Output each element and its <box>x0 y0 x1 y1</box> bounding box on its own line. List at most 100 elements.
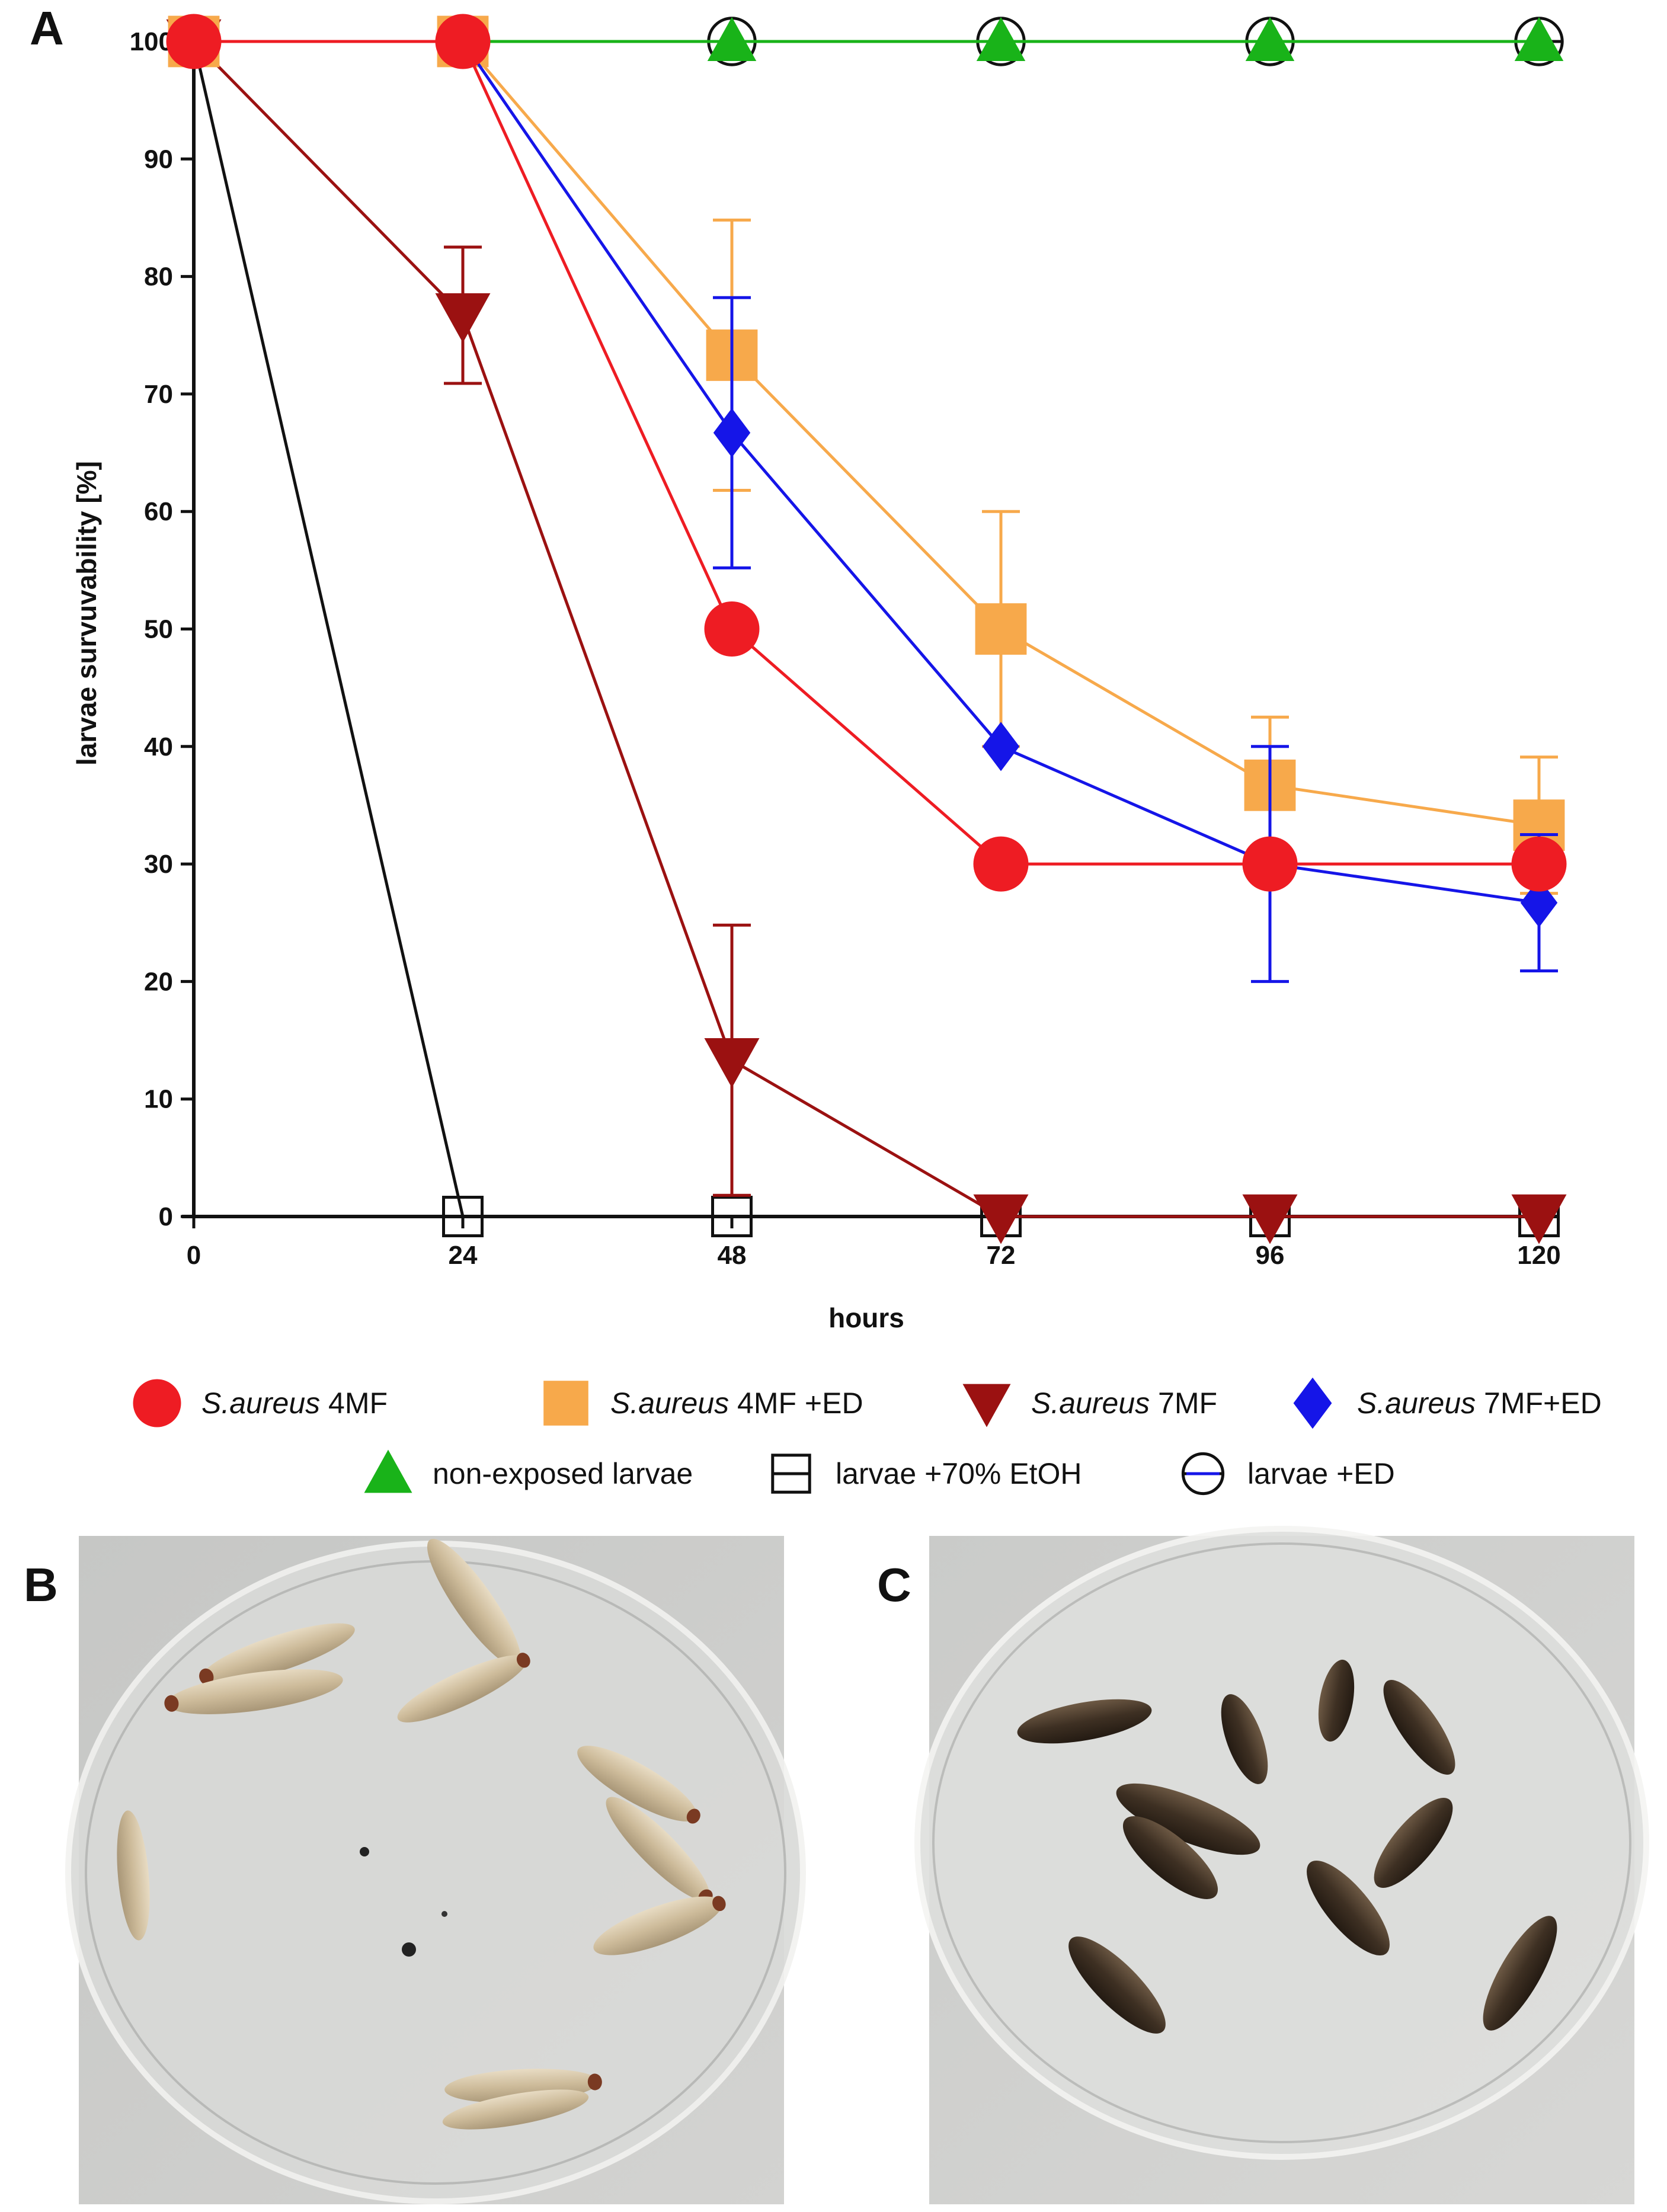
series-s-aureus-4mf-ed <box>168 15 1565 895</box>
y-tick-label: 40 <box>144 732 173 761</box>
legend-label: S.aureus 7MF+ED <box>1357 1387 1602 1420</box>
data-point <box>973 1194 1029 1244</box>
x-axis-ticks: 0 24 48 72 96 120 <box>187 1217 1561 1270</box>
data-point <box>711 1196 753 1237</box>
data-point <box>1242 1194 1298 1244</box>
legend-label: S.aureus 7MF <box>1031 1387 1217 1420</box>
legend-marker <box>771 1454 811 1494</box>
larva <box>1374 1798 1453 1888</box>
larva <box>1017 1699 1152 1744</box>
legend-label: larvae +70% EtOH <box>836 1457 1082 1490</box>
larva <box>199 1623 355 1685</box>
legend-marker <box>1293 1377 1332 1429</box>
x-tick-label: 48 <box>718 1241 747 1270</box>
y-tick-label: 60 <box>144 497 173 526</box>
legend-item: S.aureus 4MF <box>133 1379 388 1427</box>
series-s-aureus-7mf-ed <box>175 17 1558 983</box>
data-point <box>1511 836 1567 892</box>
y-tick-label: 70 <box>144 380 173 409</box>
legend-item: S.aureus 7MF+ED <box>1293 1377 1602 1429</box>
data-point <box>982 722 1020 772</box>
larva <box>397 1653 530 1723</box>
legend-marker <box>962 1384 1011 1427</box>
data-point <box>1245 17 1295 61</box>
data-point <box>973 836 1029 892</box>
data-point <box>704 1038 760 1088</box>
y-tick-label: 30 <box>144 850 173 879</box>
legend-marker <box>543 1381 588 1426</box>
data-point <box>442 1196 484 1237</box>
series-non-exposed-larvae <box>169 17 1564 61</box>
x-tick-label: 0 <box>187 1241 201 1270</box>
larva <box>1383 1680 1455 1775</box>
data-point <box>1514 17 1564 61</box>
series-line <box>192 41 1539 1218</box>
y-axis-title: larvae survuvability [%] <box>71 461 102 766</box>
series-line <box>193 40 1539 1218</box>
y-axis-ticks: 0 10 20 30 40 50 60 70 80 90 100 <box>130 27 194 1231</box>
legend-item: larvae +70% EtOH <box>771 1454 1082 1494</box>
legend-marker <box>364 1449 412 1493</box>
panel-label-a: A <box>30 2 64 55</box>
data-point <box>704 601 760 657</box>
survival-chart: 0 10 20 30 40 50 60 70 80 90 100 0 24 48 72 96 120 larv… <box>71 14 1567 1333</box>
chart-axes <box>182 36 1557 1218</box>
larva <box>1068 1936 1166 2034</box>
series-line <box>194 40 1540 827</box>
larva <box>1122 1816 1218 1899</box>
data-point <box>713 408 751 457</box>
x-tick-label: 96 <box>1256 1241 1285 1270</box>
series-s-aureus-7mf <box>166 19 1567 1244</box>
series-line <box>194 40 1539 866</box>
panel-label-b: B <box>24 1558 58 1611</box>
larva <box>1221 1694 1268 1784</box>
legend: S.aureus 4MF S.aureus 4MF +ED S.aureus 7MF… <box>133 1377 1602 1496</box>
legend-label: larvae +ED <box>1247 1457 1395 1490</box>
photo-c-dead-larvae <box>914 1526 1649 2204</box>
larva <box>577 1746 700 1824</box>
larva <box>117 1810 150 1941</box>
data-point <box>166 14 222 69</box>
series-larvae-70-etoh <box>173 21 1560 1237</box>
data-point <box>435 14 491 69</box>
data-point <box>435 293 491 343</box>
legend-label: S.aureus 4MF +ED <box>610 1387 863 1420</box>
larva <box>1318 1659 1355 1742</box>
y-tick-label: 20 <box>144 967 173 996</box>
y-tick-label: 50 <box>144 615 173 644</box>
y-tick-label: 100 <box>130 27 173 56</box>
larva <box>1116 1783 1260 1855</box>
larva <box>1483 1916 1557 2031</box>
legend-marker <box>133 1379 181 1427</box>
larva <box>164 1669 343 1714</box>
photo-b-live-larvae <box>65 1536 806 2204</box>
larva <box>442 2089 589 2130</box>
data-point <box>975 603 1027 655</box>
y-tick-label: 80 <box>144 263 173 292</box>
series-layer <box>166 14 1567 1244</box>
larva <box>1307 1860 1390 1956</box>
legend-item: S.aureus 4MF +ED <box>543 1381 863 1426</box>
larva <box>593 1896 726 1955</box>
x-axis-title: hours <box>828 1302 904 1333</box>
y-tick-label: 90 <box>144 145 173 174</box>
data-point <box>1520 878 1558 928</box>
y-tick-label: 0 <box>159 1202 173 1231</box>
series-s-aureus-4mf <box>166 14 1567 892</box>
data-point <box>1242 836 1298 892</box>
legend-label: non-exposed larvae <box>433 1457 693 1490</box>
y-tick-label: 10 <box>144 1085 173 1114</box>
data-point <box>976 17 1026 61</box>
x-tick-label: 24 <box>449 1241 478 1270</box>
data-point <box>707 17 757 61</box>
legend-item: larvae +ED <box>1181 1452 1395 1496</box>
legend-item: non-exposed larvae <box>364 1449 693 1493</box>
x-tick-label: 72 <box>987 1241 1016 1270</box>
panel-label-c: C <box>877 1558 911 1611</box>
legend-item: S.aureus 7MF <box>962 1384 1217 1427</box>
series-line <box>194 40 1540 905</box>
legend-label: S.aureus 4MF <box>201 1387 388 1420</box>
data-point <box>1511 1194 1567 1244</box>
x-tick-label: 120 <box>1517 1241 1560 1270</box>
